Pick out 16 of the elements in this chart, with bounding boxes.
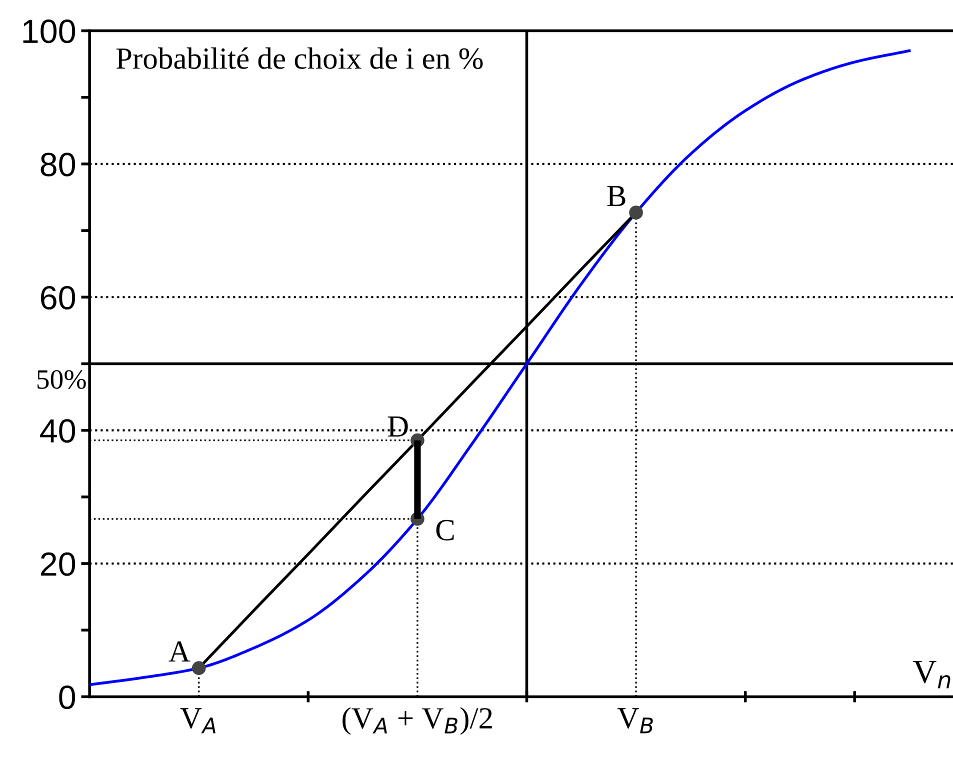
x-axis-title: V$_{n}$ <box>913 660 950 688</box>
y-tick-label: 100 <box>23 20 76 44</box>
y-tick-label: 40 <box>40 419 76 443</box>
x-tick-label: (V$_{A}$ + V$_{B}$)/2 <box>342 707 492 735</box>
ref-line-label: 50% <box>38 370 86 389</box>
x-tick-label: V$_{B}$ <box>617 708 653 734</box>
y-tick-label: 0 <box>59 686 76 710</box>
x-tick-label: V$_{A}$ <box>180 708 216 734</box>
y-axis-title: Probabilité de choix de i en % <box>116 47 483 70</box>
annotation: B <box>607 186 626 206</box>
annotation: D <box>388 416 408 437</box>
annotation: A <box>168 641 190 662</box>
annotation: C <box>436 520 454 540</box>
y-tick-label: 20 <box>40 552 76 576</box>
y-tick-label: 80 <box>40 152 76 176</box>
y-tick-label: 60 <box>41 286 76 310</box>
